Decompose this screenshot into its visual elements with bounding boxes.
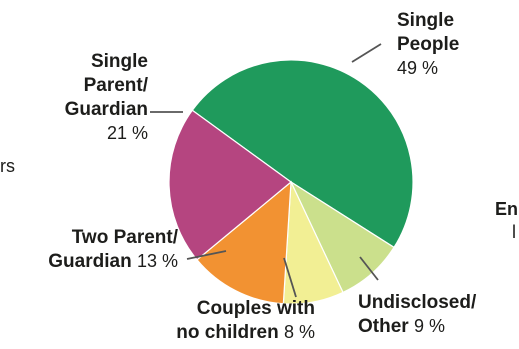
slice-label-name: Guardian <box>48 251 137 272</box>
slice-label: Single Parent/Guardian 21 % <box>65 51 149 143</box>
pie-slice-single-parent-guardian <box>168 109 292 261</box>
slice-label: Couples with no children 8 % <box>176 298 315 343</box>
slice-labels: Single People 49 % Undisclosed/Other 9 % Cou… <box>48 10 477 343</box>
leader-line-1 <box>359 256 379 281</box>
slice-label: Undisclosed/Other 9 % <box>358 292 477 337</box>
leader-lines <box>150 43 382 298</box>
clipped-edge-text: rs En l <box>0 156 518 242</box>
pie-slices <box>168 59 414 305</box>
slice-label-value: 8 % <box>284 322 315 342</box>
slice-label-name: Two Parent/ <box>72 227 179 248</box>
slice-label-value: 21 % <box>107 123 148 143</box>
slice-label-value: 9 % <box>414 316 445 336</box>
clipped-text-right-edge-1: En <box>495 199 518 219</box>
slice-label-name: Undisclosed/ <box>358 292 477 313</box>
slice-label-name: People <box>397 34 459 55</box>
slice-label-name: Other <box>358 316 414 337</box>
clipped-text-left-edge: rs <box>0 156 15 176</box>
clipped-text-right-edge-2: l <box>512 222 516 242</box>
slice-label-name: Parent/ <box>84 75 149 96</box>
leader-line-3 <box>186 250 227 260</box>
slice-label-name: Guardian <box>65 99 148 120</box>
slice-label-value: 49 % <box>397 58 438 78</box>
slice-label-value: 13 % <box>137 251 178 271</box>
slice-label-name: Single <box>91 51 148 72</box>
slice-label-name: Single <box>397 10 454 31</box>
slice-label: Single People 49 % <box>397 10 459 78</box>
slice-label: Two Parent/Guardian 13 % <box>48 227 178 272</box>
leader-line-2 <box>283 257 297 298</box>
slice-label-name: no children <box>176 322 284 343</box>
slice-label-name: Couples with <box>197 298 315 319</box>
pie-slice-single-people <box>191 59 414 249</box>
pie-slice-two-parent-guardian <box>196 180 292 305</box>
leader-line-0 <box>351 43 382 63</box>
